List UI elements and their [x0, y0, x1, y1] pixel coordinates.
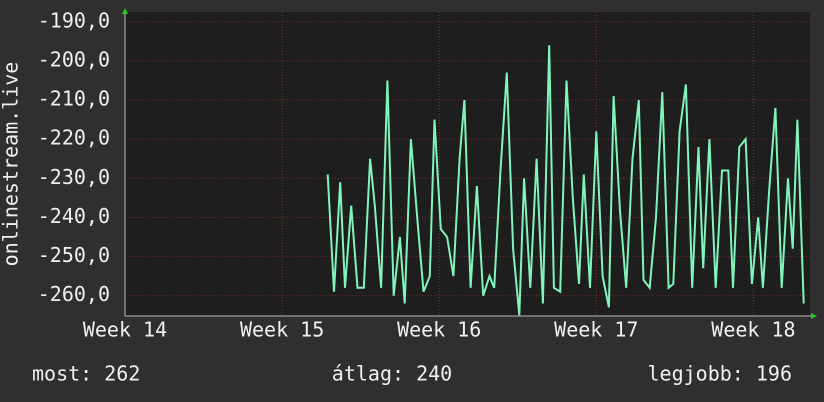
x-tick-label: Week 16 [397, 318, 481, 342]
footer-average: átlag: 240 [332, 362, 452, 386]
footer-best: legjobb: 196 [648, 362, 793, 386]
x-tick-label: Week 17 [554, 318, 638, 342]
y-tick-label: -220,0 [38, 126, 110, 150]
x-tick-label: Week 15 [240, 318, 324, 342]
y-tick-label: -230,0 [38, 165, 110, 189]
y-axis-label: onlinestream.live [0, 62, 23, 267]
y-tick-label: -190,0 [38, 8, 110, 32]
y-tick-label: -260,0 [38, 282, 110, 306]
axis-arrow [122, 8, 128, 14]
y-tick-label: -240,0 [38, 204, 110, 228]
data-line [326, 45, 805, 316]
footer-current: most: 262 [32, 362, 140, 386]
grid [124, 12, 810, 316]
x-tick-label: Week 18 [711, 318, 795, 342]
x-tick-label: Week 14 [83, 318, 167, 342]
y-tick-label: -210,0 [38, 87, 110, 111]
axis-arrow [811, 313, 817, 319]
y-tick-label: -250,0 [38, 243, 110, 267]
y-tick-label: -200,0 [38, 47, 110, 71]
marks [326, 45, 805, 316]
